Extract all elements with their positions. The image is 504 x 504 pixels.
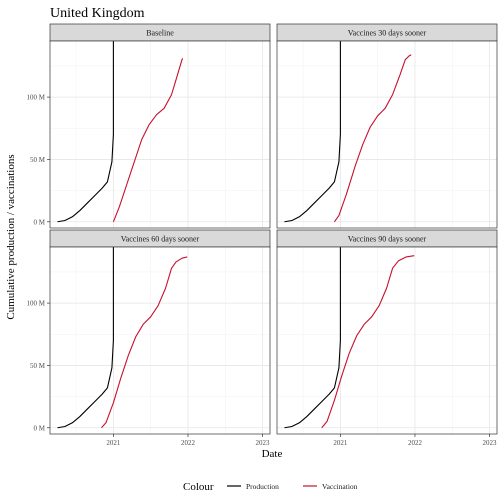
x-tick-label: 2021: [106, 439, 121, 447]
series-line-vaccination: [101, 256, 188, 429]
panels-group: Baseline 0 M 50 M 100 M Vaccines 30 days soo…: [27, 23, 498, 447]
panel-border: [276, 246, 498, 435]
series-line-production: [284, 41, 341, 223]
legend-entry-production: Production: [227, 482, 279, 491]
series-line-vaccination: [321, 255, 415, 429]
y-tick-label: 100 M: [27, 94, 46, 102]
plot-background: [50, 247, 270, 434]
panel-border: [49, 246, 271, 435]
x-tick-label: 2022: [181, 439, 196, 447]
legend-label: Production: [246, 482, 279, 491]
legend-entry-vaccination: Vaccination: [303, 482, 358, 491]
series-line-vaccination: [112, 58, 184, 222]
panel-title: Vaccines 60 days sooner: [121, 235, 200, 244]
panel-2: Vaccines 30 days sooner: [276, 23, 498, 229]
y-tick-label: 100 M: [27, 300, 46, 308]
x-tick-label: 2023: [483, 439, 498, 447]
plot-background: [277, 247, 497, 434]
series-line-vaccination: [333, 54, 412, 223]
panel-border: [49, 40, 271, 229]
series-line-production: [284, 247, 341, 429]
panel-title: Baseline: [146, 29, 174, 38]
x-axis-title: Date: [262, 448, 283, 460]
series-line-production: [57, 247, 114, 429]
series-line-production: [57, 41, 114, 223]
panel-border: [276, 40, 498, 229]
chart-title: United Kingdom: [50, 6, 145, 21]
x-tick-label: 2021: [333, 439, 348, 447]
y-tick-label: 50 M: [30, 156, 46, 164]
panel-1: Baseline 0 M 50 M 100 M: [27, 23, 271, 229]
plot-background: [50, 41, 270, 228]
panel-title: Vaccines 30 days sooner: [348, 29, 427, 38]
y-tick-label: 0 M: [34, 424, 46, 432]
panel-3: Vaccines 60 days sooner 0 M 50 M 100 M 2021 2…: [27, 229, 271, 447]
panel-title: Vaccines 90 days sooner: [348, 235, 427, 244]
y-tick-label: 50 M: [30, 362, 46, 370]
plot-background: [277, 41, 497, 228]
y-axis-title: Cumulative production / vaccinations: [5, 154, 17, 319]
panel-4: Vaccines 90 days sooner 2021 2022 2023: [276, 229, 498, 447]
x-tick-label: 2023: [256, 439, 271, 447]
legend: Colour Production Vaccination: [183, 481, 358, 493]
x-tick-label: 2022: [408, 439, 423, 447]
legend-label: Vaccination: [322, 482, 358, 491]
legend-title: Colour: [183, 481, 214, 493]
y-tick-label: 0 M: [34, 218, 46, 226]
